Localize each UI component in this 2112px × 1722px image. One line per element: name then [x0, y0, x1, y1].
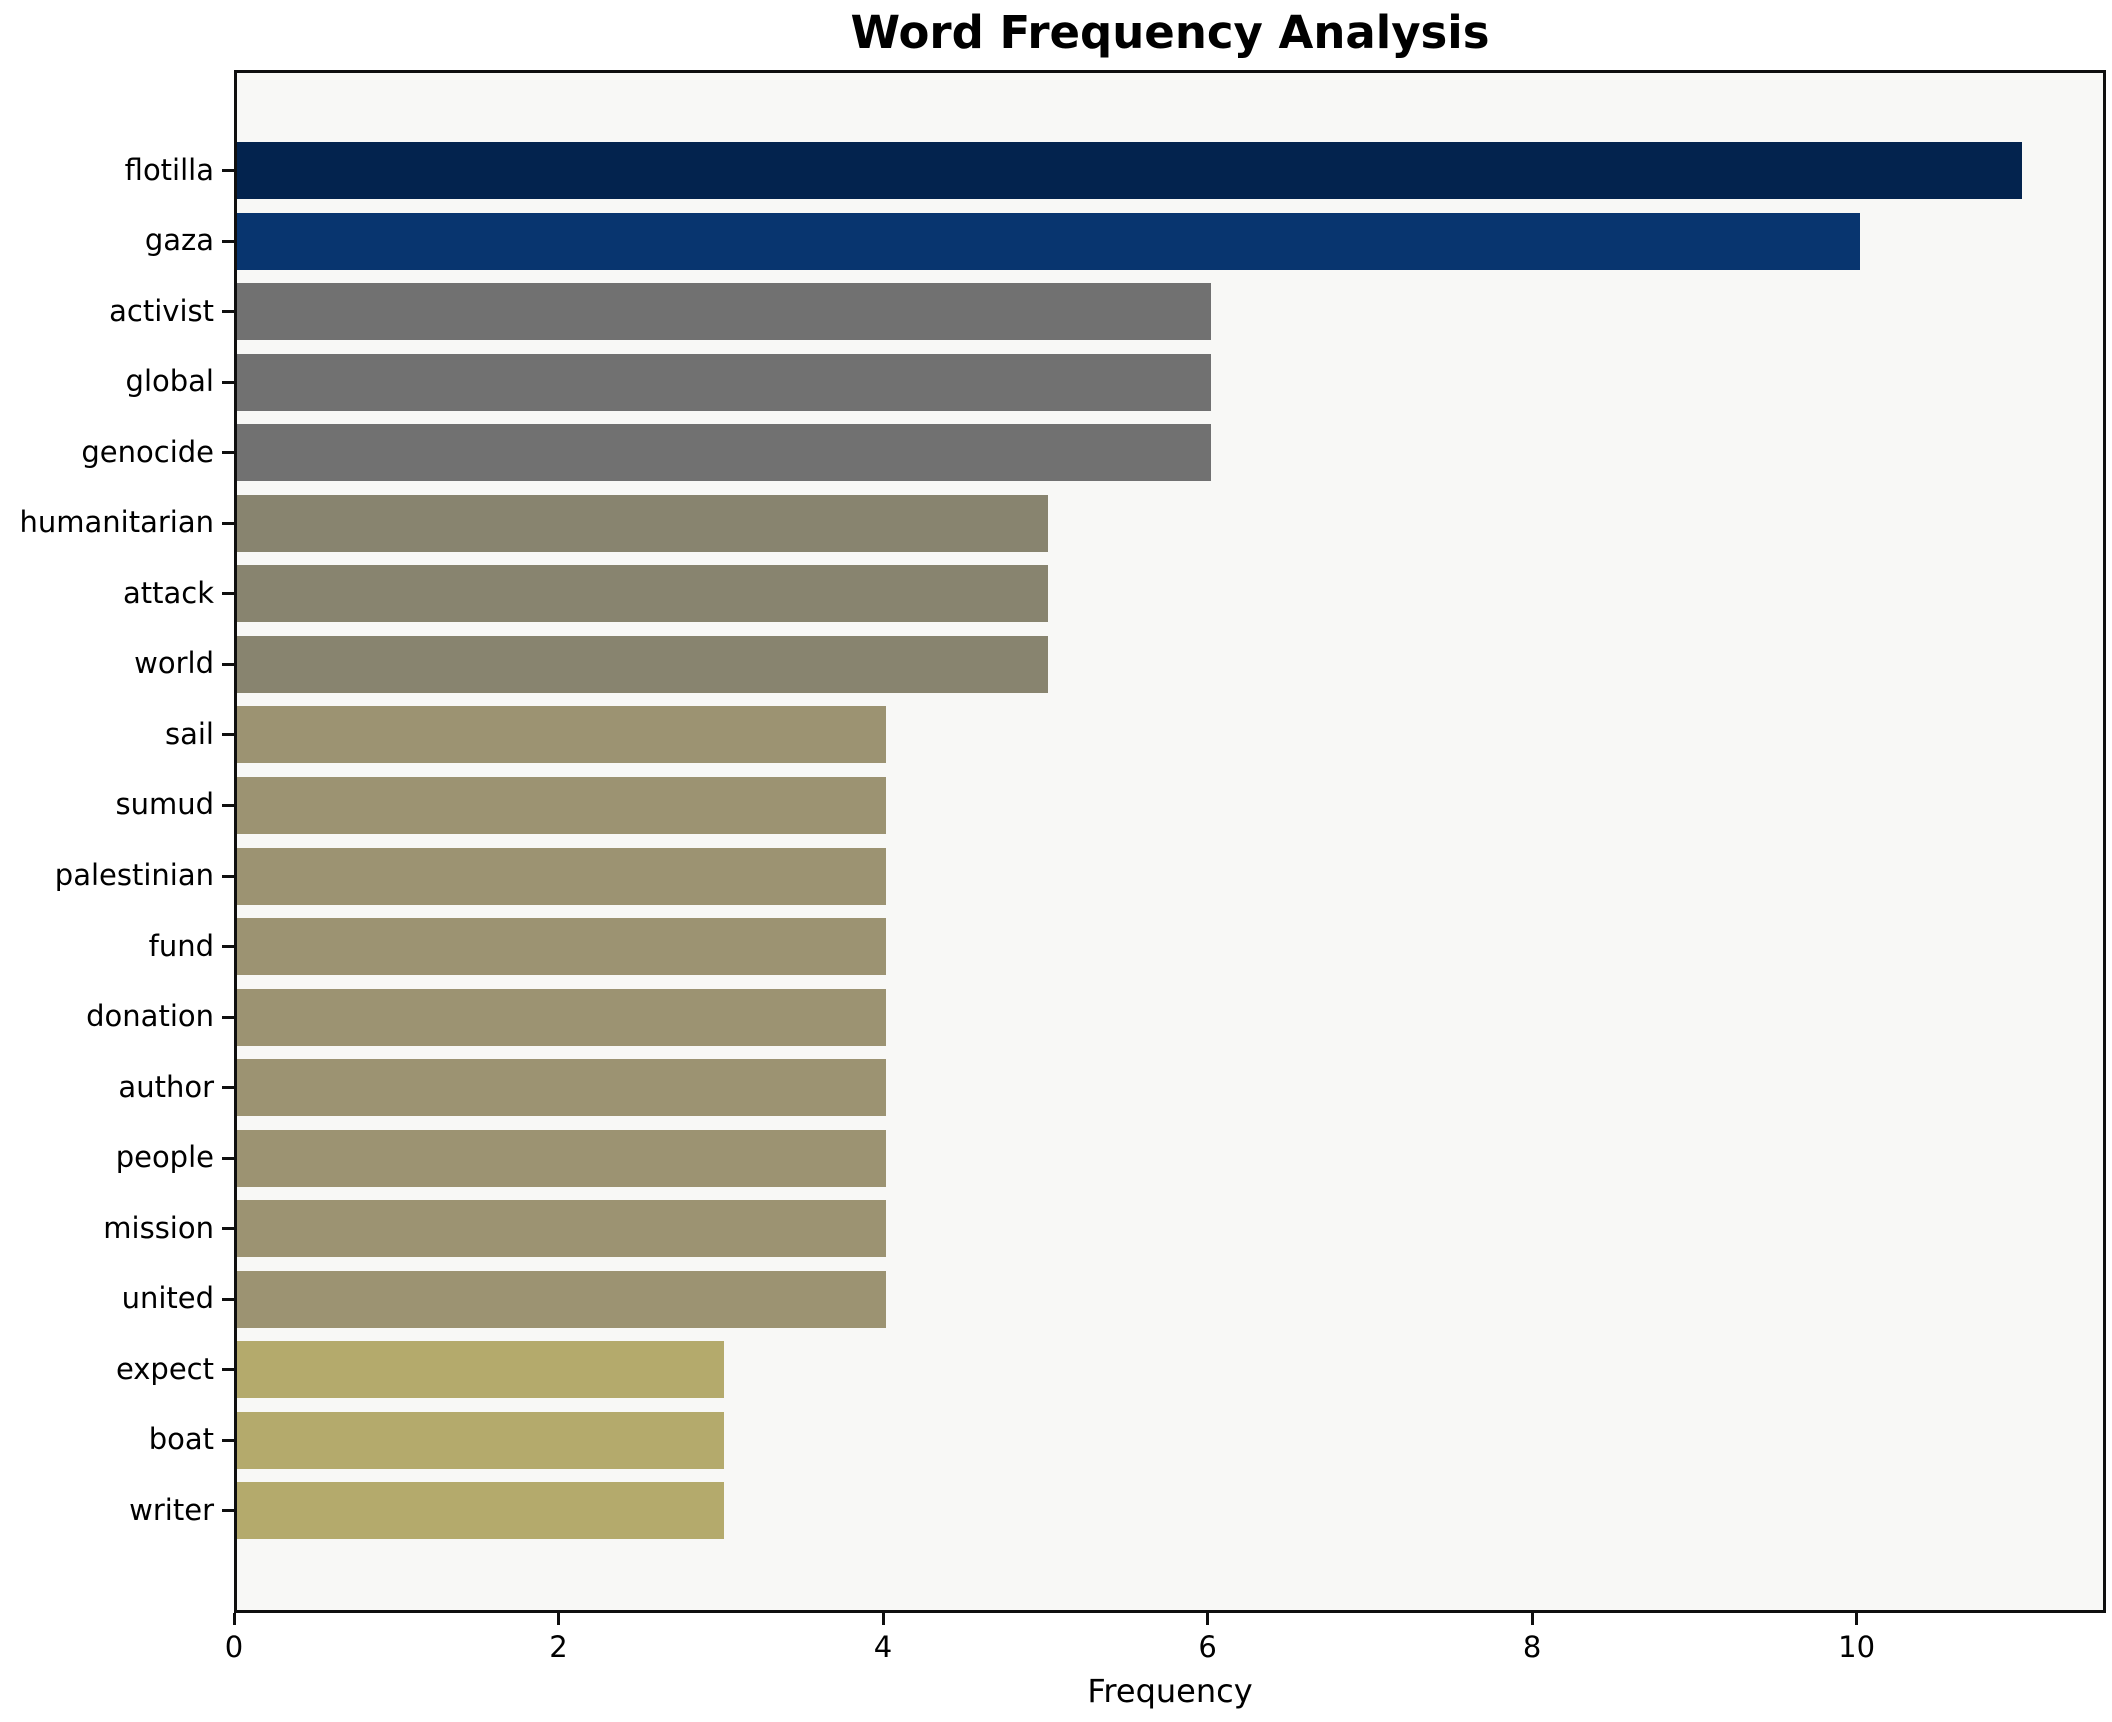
y-tick-label-palestinian: palestinian — [54, 858, 214, 892]
x-tick-mark-6 — [1206, 1613, 1210, 1625]
bar-expect — [237, 1341, 724, 1399]
bar-flotilla — [237, 142, 2022, 199]
bar-mission — [237, 1200, 887, 1258]
y-tick-mark-people — [222, 1156, 234, 1160]
bar-boat — [237, 1411, 724, 1469]
y-tick-mark-gaza — [222, 239, 234, 243]
y-tick-label-writer: writer — [129, 1492, 214, 1527]
y-tick-mark-sail — [222, 733, 234, 737]
x-tick-label-4: 4 — [873, 1630, 893, 1664]
bar-genocide — [237, 424, 1211, 482]
y-tick-mark-global — [222, 380, 234, 384]
y-tick-mark-united — [222, 1297, 234, 1301]
bar-activist — [237, 283, 1211, 341]
chart-title: Word Frequency Analysis — [850, 6, 1490, 59]
y-tick-label-sail: sail — [165, 716, 214, 751]
y-tick-label-gaza: gaza — [144, 223, 214, 258]
y-tick-label-united: united — [121, 1281, 214, 1316]
x-tick-label-6: 6 — [1198, 1630, 1217, 1664]
bar-attack — [237, 565, 1049, 623]
bar-palestinian — [237, 847, 887, 905]
bar-fund — [237, 918, 887, 976]
y-tick-label-sumud: sumud — [115, 787, 214, 822]
y-tick-label-activist: activist — [109, 293, 214, 328]
bar-sumud — [237, 776, 887, 834]
y-tick-label-attack: attack — [122, 575, 214, 610]
y-tick-mark-humanitarian — [222, 521, 234, 525]
y-tick-label-donation: donation — [86, 999, 214, 1034]
y-tick-label-genocide: genocide — [81, 434, 214, 469]
x-tick-label-2: 2 — [549, 1630, 568, 1664]
bar-gaza — [237, 212, 1860, 270]
x-axis-label: Frequency — [1087, 1672, 1253, 1710]
plot-area — [234, 70, 2106, 1613]
y-tick-mark-palestinian — [222, 874, 234, 878]
x-tick-mark-2 — [557, 1613, 561, 1625]
y-tick-mark-flotilla — [222, 169, 234, 172]
x-tick-label-8: 8 — [1522, 1630, 1542, 1664]
y-tick-label-humanitarian: humanitarian — [19, 505, 215, 540]
bar-author — [237, 1059, 887, 1117]
bar-global — [237, 353, 1211, 411]
x-tick-label-0: 0 — [224, 1630, 244, 1664]
y-tick-mark-sumud — [222, 803, 234, 807]
x-tick-mark-0 — [232, 1613, 236, 1625]
y-tick-label-author: author — [118, 1069, 214, 1104]
y-tick-mark-fund — [222, 945, 234, 949]
y-tick-mark-activist — [222, 310, 234, 314]
y-tick-mark-genocide — [222, 451, 234, 455]
y-tick-label-flotilla: flotilla — [124, 152, 214, 187]
bar-world — [237, 635, 1049, 693]
y-tick-mark-author — [222, 1086, 234, 1090]
y-tick-mark-expect — [222, 1368, 234, 1372]
y-tick-label-world: world — [134, 646, 214, 681]
x-tick-label-10: 10 — [1838, 1630, 1876, 1664]
bar-donation — [237, 988, 887, 1046]
x-tick-mark-10 — [1855, 1613, 1859, 1625]
y-tick-mark-attack — [222, 592, 234, 596]
y-tick-label-fund: fund — [148, 928, 214, 963]
bar-sail — [237, 706, 887, 764]
y-tick-mark-boat — [222, 1438, 234, 1442]
y-tick-label-expect: expect — [115, 1351, 214, 1386]
y-tick-label-mission: mission — [103, 1210, 214, 1245]
y-tick-label-global: global — [125, 364, 214, 399]
y-tick-mark-writer — [222, 1509, 234, 1513]
bar-humanitarian — [237, 494, 1049, 552]
y-tick-label-people: people — [115, 1140, 214, 1175]
y-tick-label-boat: boat — [148, 1422, 214, 1457]
y-tick-mark-donation — [222, 1015, 234, 1019]
y-tick-mark-mission — [222, 1227, 234, 1231]
y-tick-mark-world — [222, 662, 234, 666]
bar-people — [237, 1129, 887, 1187]
x-tick-mark-4 — [881, 1613, 885, 1625]
bar-writer — [237, 1482, 724, 1540]
x-tick-mark-8 — [1530, 1613, 1534, 1625]
bar-united — [237, 1270, 887, 1328]
